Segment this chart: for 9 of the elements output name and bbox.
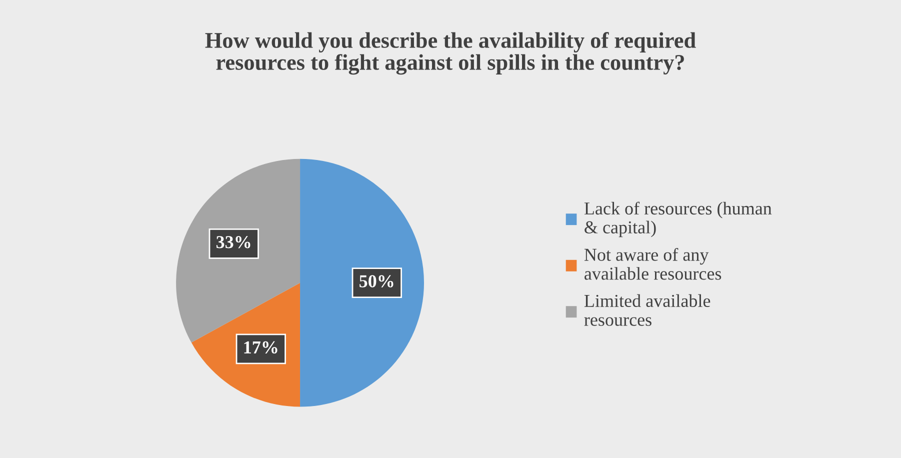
chart-title: How would you describe the availability of required resources to fight against oil spills in the country? xyxy=(205,32,696,75)
legend-label: Limited available resources xyxy=(584,294,710,326)
data-label: 33% xyxy=(216,236,250,248)
legend-label: Lack of resources (human & capital) xyxy=(584,202,772,238)
pie-slice xyxy=(176,158,300,343)
pie-slice xyxy=(300,158,424,407)
data-label: 50% xyxy=(360,275,394,288)
data-label: 17% xyxy=(244,341,278,354)
legend-label: Not aware of any available resources xyxy=(584,248,722,280)
